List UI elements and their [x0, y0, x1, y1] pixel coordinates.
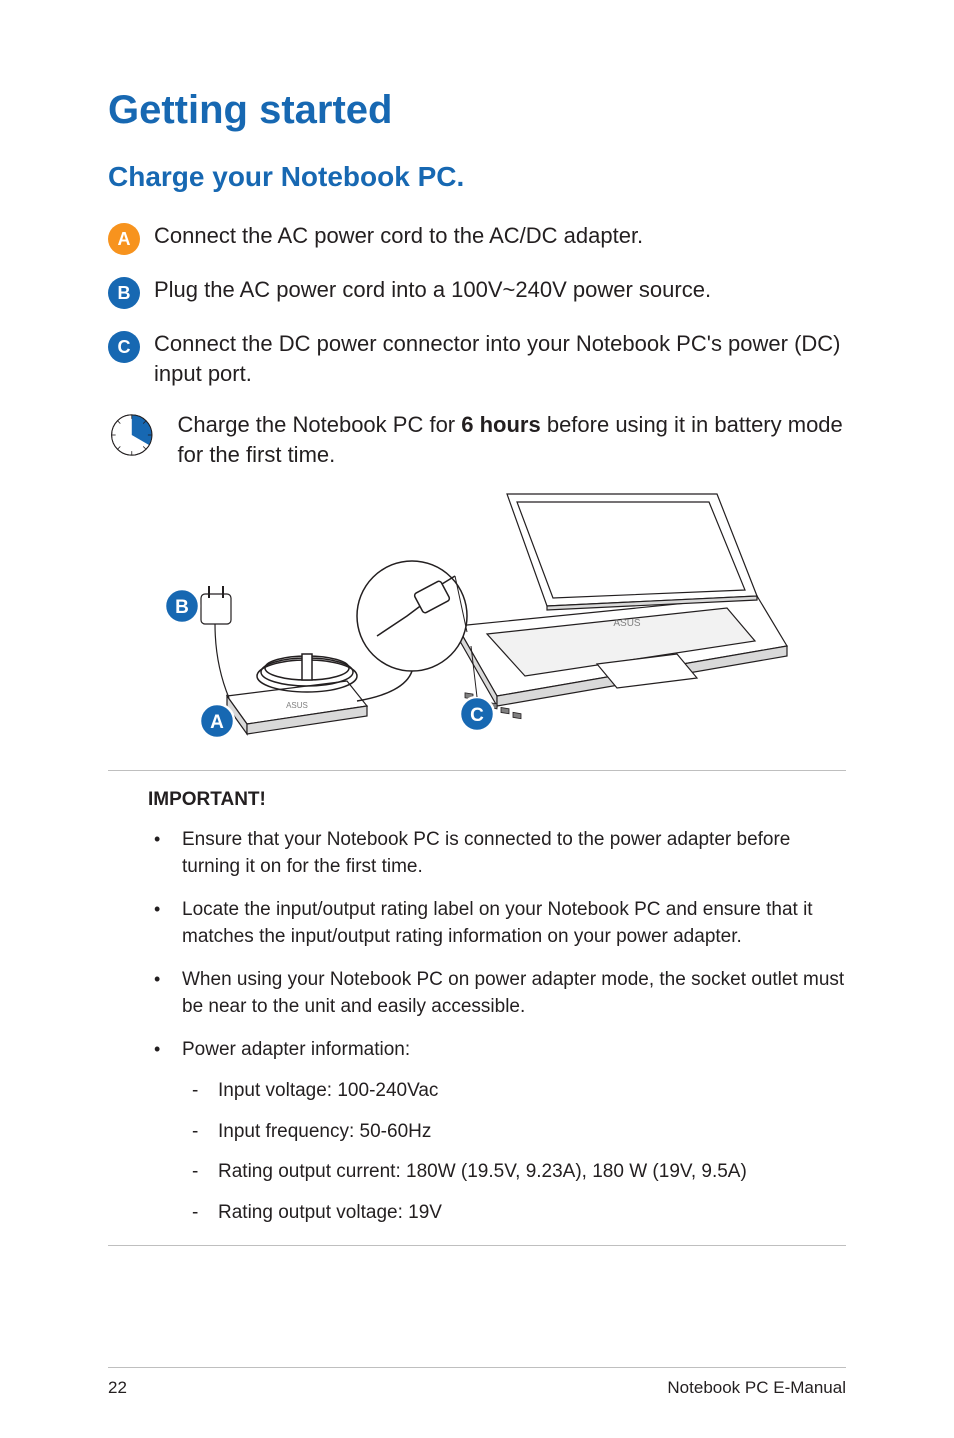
step-b-text: Plug the AC power cord into a 100V~240V …	[154, 275, 711, 305]
svg-text:ASUS: ASUS	[286, 701, 308, 710]
footer-label: Notebook PC E-Manual	[667, 1378, 846, 1398]
step-a: A Connect the AC power cord to the AC/DC…	[108, 221, 846, 255]
important-item: Locate the input/output rating label on …	[148, 897, 846, 951]
charge-note-pre: Charge the Notebook PC for	[178, 412, 462, 437]
page-title: Getting started	[108, 88, 846, 133]
step-b-badge: B	[108, 277, 140, 309]
charge-note-text: Charge the Notebook PC for 6 hours befor…	[178, 408, 846, 469]
important-list: Ensure that your Notebook PC is connecte…	[148, 827, 846, 1228]
svg-text:B: B	[175, 597, 189, 618]
important-item: Power adapter information: Input voltage…	[148, 1037, 846, 1228]
step-b: B Plug the AC power cord into a 100V~240…	[108, 275, 846, 309]
important-subitem: Rating output current: 180W (19.5V, 9.23…	[182, 1159, 846, 1186]
svg-text:ASUS: ASUS	[613, 618, 641, 629]
page-number: 22	[108, 1378, 127, 1398]
important-block: IMPORTANT! Ensure that your Notebook PC …	[108, 770, 846, 1247]
important-item: Ensure that your Notebook PC is connecte…	[148, 827, 846, 881]
step-c: C Connect the DC power connector into yo…	[108, 329, 846, 388]
important-subitem: Input voltage: 100-240Vac	[182, 1078, 846, 1105]
illustration-label-a: A	[200, 704, 234, 738]
svg-text:C: C	[470, 705, 484, 726]
step-c-badge: C	[108, 331, 140, 363]
section-title: Charge your Notebook PC.	[108, 161, 846, 193]
svg-text:A: A	[210, 712, 224, 733]
page: Getting started Charge your Notebook PC.…	[0, 0, 954, 1438]
charge-note: Charge the Notebook PC for 6 hours befor…	[108, 408, 846, 469]
important-subitem: Rating output voltage: 19V	[182, 1200, 846, 1227]
step-a-text: Connect the AC power cord to the AC/DC a…	[154, 221, 643, 251]
illustration-label-b: B	[165, 589, 199, 623]
important-title: IMPORTANT!	[148, 789, 846, 811]
important-subitem: Input frequency: 50-60Hz	[182, 1119, 846, 1146]
charge-note-bold: 6 hours	[461, 412, 540, 437]
clock-icon	[110, 408, 154, 462]
charging-illustration: ASUS ASUS	[157, 486, 797, 746]
step-a-badge: A	[108, 223, 140, 255]
important-item: When using your Notebook PC on power ada…	[148, 967, 846, 1021]
page-footer: 22 Notebook PC E-Manual	[108, 1367, 846, 1398]
important-item-text: Power adapter information:	[182, 1039, 410, 1060]
important-sublist: Input voltage: 100-240Vac Input frequenc…	[182, 1078, 846, 1228]
step-c-text: Connect the DC power connector into your…	[154, 329, 846, 388]
